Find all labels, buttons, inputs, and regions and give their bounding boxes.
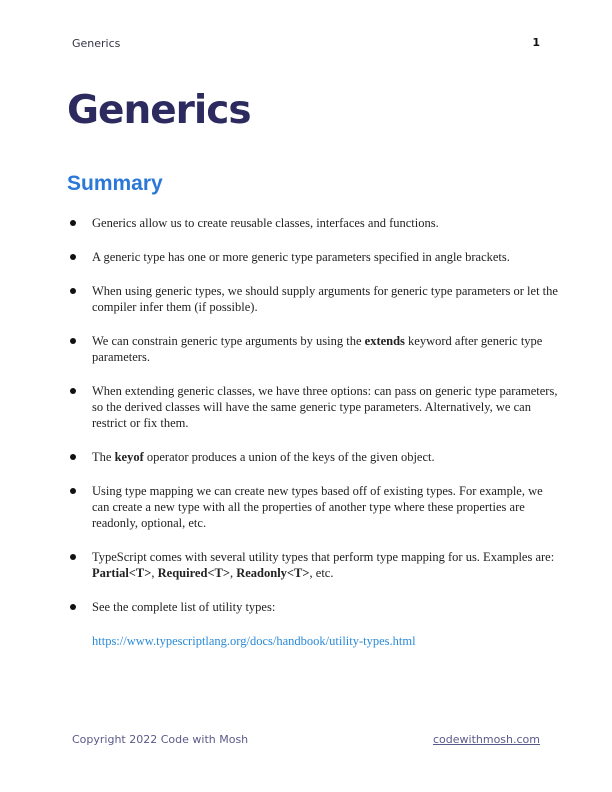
list-item: We can constrain generic type arguments …: [68, 333, 560, 365]
bullet-icon: [70, 454, 76, 460]
bullet-icon: [70, 488, 76, 494]
keyword-extends: extends: [364, 334, 405, 348]
list-item-text-before: The: [92, 450, 115, 464]
footer-site-link[interactable]: codewithmosh.com: [432, 733, 540, 746]
utility-type-readonly: Readonly<T>: [236, 566, 310, 580]
list-item-text-before: We can constrain generic type arguments …: [92, 334, 365, 348]
summary-list: Generics allow us to create reusable cla…: [68, 215, 560, 667]
list-item-text-after: , etc.: [309, 566, 334, 580]
bullet-icon: [70, 254, 76, 260]
list-item: TypeScript comes with several utility ty…: [68, 549, 560, 581]
list-item-text-after: operator produces a union of the keys of…: [143, 450, 435, 464]
list-item: When using generic types, we should supp…: [68, 283, 560, 315]
list-item: Using type mapping we can create new typ…: [68, 483, 560, 531]
page-number: 1: [532, 36, 540, 49]
bullet-icon: [70, 288, 76, 294]
list-item-text: Generics allow us to create reusable cla…: [92, 216, 439, 230]
bullet-icon: [70, 388, 76, 394]
list-item: The keyof operator produces a union of t…: [68, 449, 560, 465]
list-item: See the complete list of utility types: …: [68, 599, 560, 649]
footer-copyright: Copyright 2022 Code with Mosh: [72, 733, 249, 746]
keyword-keyof: keyof: [114, 450, 144, 464]
bullet-icon: [70, 604, 76, 610]
bullet-icon: [70, 554, 76, 560]
separator: ,: [151, 566, 158, 580]
running-header-title: Generics: [72, 37, 121, 50]
list-item-text: A generic type has one or more generic t…: [92, 250, 510, 264]
utility-types-link[interactable]: https://www.typescriptlang.org/docs/hand…: [92, 634, 416, 648]
list-item-text: Using type mapping we can create new typ…: [92, 484, 543, 530]
bullet-icon: [70, 338, 76, 344]
bullet-icon: [70, 220, 76, 226]
list-item-text: When using generic types, we should supp…: [92, 284, 558, 314]
list-item-text: When extending generic classes, we have …: [92, 384, 558, 430]
list-item: Generics allow us to create reusable cla…: [68, 215, 560, 231]
separator: ,: [229, 566, 237, 580]
list-item-text: See the complete list of utility types:: [92, 600, 276, 614]
utility-type-required: Required<T>: [157, 566, 230, 580]
list-item: When extending generic classes, we have …: [68, 383, 560, 431]
utility-type-partial: Partial<T>: [92, 566, 152, 580]
page-title: Generics: [67, 88, 252, 133]
list-item-text-before: TypeScript comes with several utility ty…: [92, 550, 555, 564]
section-heading-summary: Summary: [67, 172, 163, 195]
list-item: A generic type has one or more generic t…: [68, 249, 560, 265]
list-item-text-after: keyword after generic type parameters.: [92, 334, 543, 364]
